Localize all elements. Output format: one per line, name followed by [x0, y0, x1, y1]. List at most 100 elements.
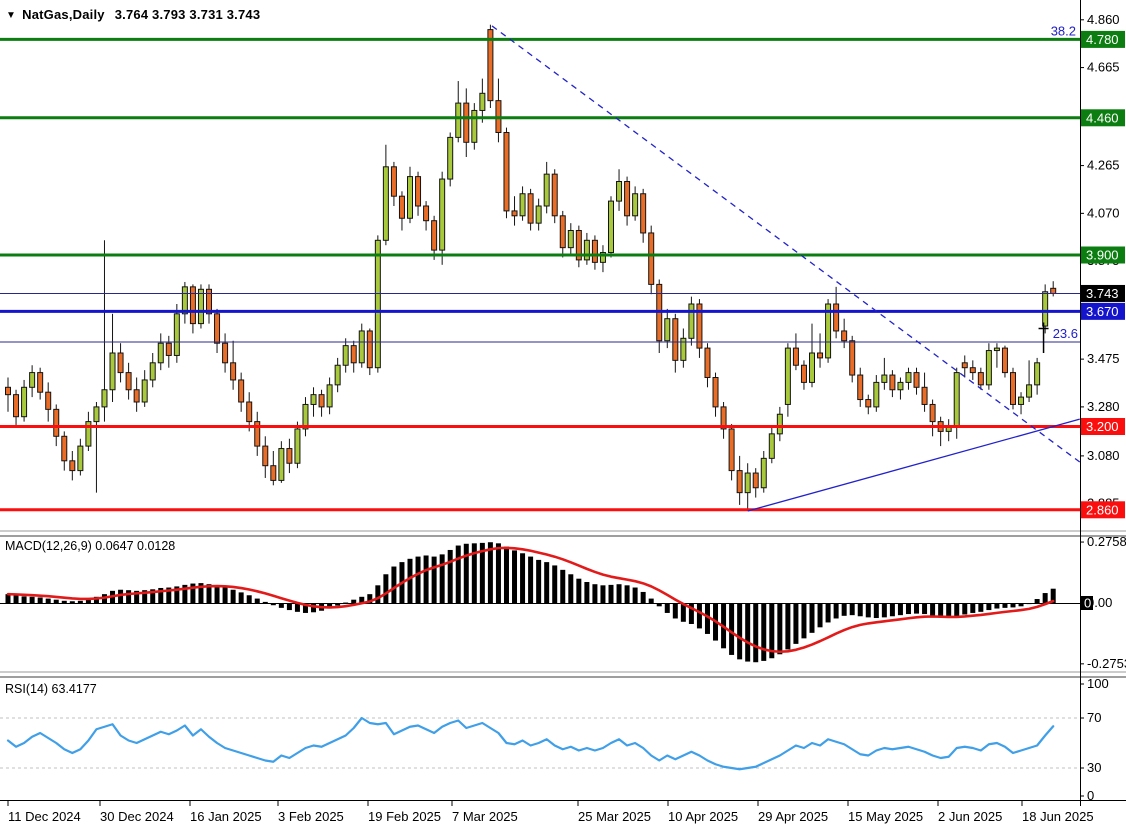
macd-bar	[817, 603, 823, 628]
bull-candle	[825, 303, 832, 359]
bear-candle	[648, 232, 655, 285]
macd-panel: 0.2758 0.00 -0.2753 0	[0, 534, 1126, 671]
bear-candle	[559, 215, 566, 249]
macd-bar	[503, 546, 509, 603]
bull-candle	[197, 288, 204, 325]
bull-candle	[310, 394, 317, 405]
bear-candle	[431, 220, 438, 251]
macd-bar	[45, 598, 51, 603]
date-tick-label: 3 Feb 2025	[278, 809, 344, 824]
bull-candle	[407, 176, 413, 219]
symbol-dropdown-icon[interactable]: ▼	[6, 10, 17, 21]
bear-candle	[254, 421, 261, 447]
macd-bar	[93, 596, 99, 603]
macd-bar	[745, 603, 751, 662]
macd-bar	[487, 542, 493, 603]
macd-bar	[922, 603, 928, 615]
bear-candle	[133, 389, 140, 403]
bear-candle	[865, 399, 872, 408]
macd-bar	[930, 603, 936, 616]
date-tick-label: 11 Dec 2024	[8, 809, 81, 824]
date-tick-label: 19 Feb 2025	[368, 809, 441, 824]
bull-candle	[342, 345, 349, 366]
bear-candle	[45, 391, 52, 410]
bear-candle	[270, 465, 277, 481]
price-tick-label: 4.265	[1087, 158, 1120, 173]
macd-zero-badge	[1081, 596, 1093, 610]
bear-candle	[238, 379, 245, 403]
bear-candle	[206, 288, 212, 315]
bear-candle	[977, 372, 984, 386]
bear-candle	[817, 352, 824, 359]
bull-candle	[1042, 291, 1049, 327]
macd-bar	[809, 603, 815, 633]
bull-candle	[744, 472, 751, 494]
macd-bar	[608, 584, 614, 603]
macd-bar	[230, 589, 236, 603]
macd-bar	[793, 603, 799, 644]
macd-bar	[367, 594, 373, 603]
macd-bar	[447, 549, 453, 603]
ascending-trendline[interactable]	[747, 418, 1080, 512]
bear-candle	[672, 318, 679, 361]
trendlines-group	[491, 25, 1081, 512]
bull-candle	[479, 92, 486, 111]
cross-marker[interactable]	[1038, 322, 1049, 354]
price-badge-label: 3.200	[1086, 419, 1119, 434]
macd-bar	[479, 542, 485, 603]
fib-labels-group: 38.2 23.6	[1051, 23, 1078, 341]
bear-candle	[189, 286, 196, 325]
macd-signal-line	[6, 546, 1055, 654]
bear-candle	[487, 29, 494, 102]
macd-bar	[825, 603, 831, 623]
rsi-tick-label: 0	[1087, 788, 1094, 803]
bear-candle	[704, 347, 711, 379]
macd-bar	[962, 603, 968, 615]
macd-bar	[21, 596, 27, 603]
bear-candle	[390, 166, 397, 197]
price-tick-label: 4.860	[1087, 12, 1120, 27]
rsi-panel: 100 70 30 0	[0, 676, 1109, 803]
price-tick-label: 3.080	[1087, 448, 1120, 463]
macd-bar	[359, 596, 365, 603]
bull-candle	[985, 350, 992, 386]
macd-bar	[970, 603, 976, 613]
bear-candle	[366, 330, 373, 369]
rsi-tick-label: 70	[1087, 710, 1101, 725]
bull-candle	[632, 193, 639, 217]
price-badge: 2.860	[1081, 501, 1125, 519]
bull-candle	[543, 173, 550, 207]
macd-bar	[592, 584, 598, 603]
bull-candle	[768, 433, 775, 459]
macd-bar	[889, 603, 895, 617]
macd-bar	[777, 603, 783, 655]
macd-bar	[873, 603, 879, 619]
descending-trendline[interactable]	[491, 25, 1081, 463]
macd-bar	[85, 599, 91, 603]
macd-zero-badge-label: 0	[1084, 596, 1091, 611]
macd-bar	[664, 603, 670, 613]
macd-bar	[126, 590, 132, 603]
bear-candle	[503, 132, 510, 212]
bull-candle	[181, 286, 188, 315]
bear-candle	[696, 303, 703, 349]
macd-bar	[672, 603, 678, 619]
macd-bar	[142, 590, 148, 603]
bull-candle	[149, 362, 156, 381]
macd-bar	[29, 596, 35, 603]
bull-candle	[784, 347, 791, 405]
macd-bar	[761, 603, 767, 661]
macd-bar	[536, 559, 542, 603]
bull-candle	[873, 381, 880, 408]
macd-bar	[174, 586, 180, 603]
bear-candle	[736, 470, 743, 494]
bull-candle	[1018, 396, 1025, 405]
bear-candle	[117, 352, 124, 374]
bear-candle	[849, 340, 856, 376]
rsi-tick-label: 100	[1087, 676, 1109, 691]
macd-bar	[407, 558, 413, 603]
bear-candle	[833, 303, 840, 332]
macd-bar	[351, 599, 357, 603]
